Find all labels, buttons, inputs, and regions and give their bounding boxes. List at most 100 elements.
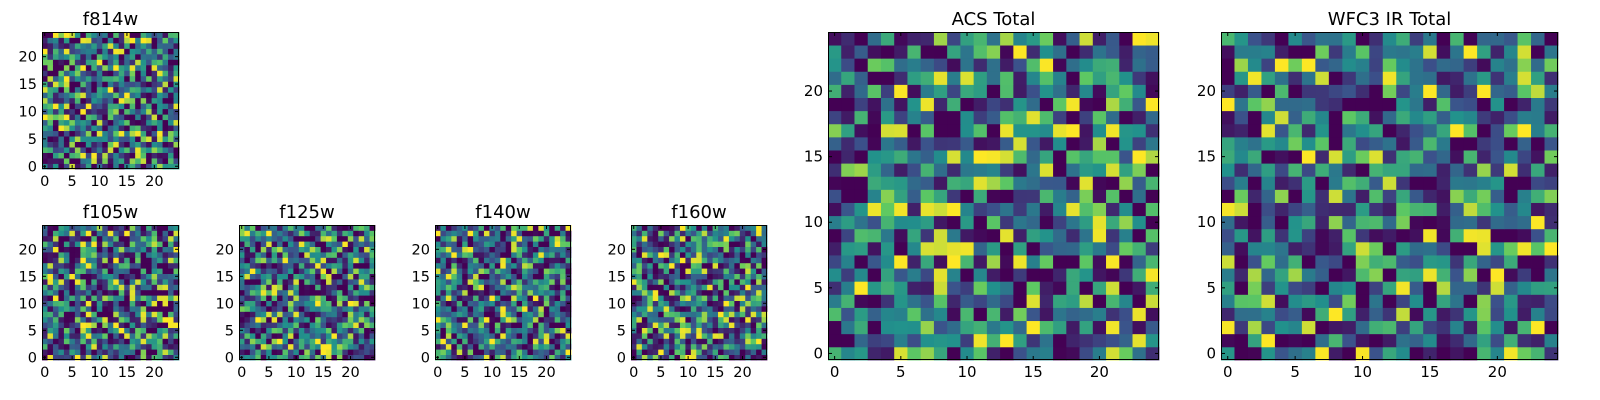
heatmap-cell xyxy=(140,130,147,137)
heatmap-cell xyxy=(986,84,1001,98)
heatmap-cell xyxy=(647,230,654,237)
heatmap-cell xyxy=(146,108,152,115)
heatmap-cell xyxy=(554,327,561,334)
heatmap-cell xyxy=(1531,320,1545,335)
heatmap-cell xyxy=(1423,215,1438,230)
heatmap-cell xyxy=(260,327,267,334)
heatmap-cell xyxy=(69,268,76,274)
heatmap-cell xyxy=(1504,84,1518,98)
heatmap-cell xyxy=(118,141,125,148)
heatmap-cell xyxy=(129,230,136,237)
heatmap-cell xyxy=(527,279,534,285)
heatmap-cell xyxy=(685,262,692,269)
heatmap-cell xyxy=(309,300,316,307)
heatmap-cell xyxy=(696,225,703,231)
heatmap-cell xyxy=(707,295,713,301)
heatmap-cell xyxy=(369,225,376,231)
heatmap-cell xyxy=(146,241,152,247)
heatmap-cell xyxy=(135,97,142,104)
heatmap-cell xyxy=(1342,307,1357,322)
heatmap-cell xyxy=(146,130,152,137)
heatmap-cell xyxy=(685,241,692,247)
heatmap-cell xyxy=(473,311,479,318)
heatmap-cell xyxy=(113,349,120,355)
heatmap-cell xyxy=(1288,110,1303,125)
heatmap-cell xyxy=(451,262,458,269)
heatmap-cell xyxy=(1328,136,1343,151)
heatmap-cell xyxy=(277,316,283,323)
heatmap-cell xyxy=(1092,58,1107,72)
heatmap-cell xyxy=(511,327,517,334)
heatmap-cell xyxy=(74,338,81,345)
heatmap-cell xyxy=(674,252,681,258)
heatmap-cell xyxy=(1355,71,1370,85)
heatmap-cell xyxy=(1106,97,1120,112)
heatmap-cell xyxy=(867,320,882,335)
heatmap-cell xyxy=(511,268,517,274)
heatmap-cell xyxy=(1119,228,1133,243)
heatmap-cell xyxy=(960,123,975,138)
heatmap-cell xyxy=(701,225,708,231)
heatmap-cell xyxy=(331,273,338,280)
heatmap-cell xyxy=(690,246,697,253)
heatmap-cell xyxy=(451,354,458,361)
heatmap-cell xyxy=(543,316,550,323)
heatmap-cell xyxy=(756,246,762,253)
heatmap-cell xyxy=(1369,110,1384,125)
heatmap-cell xyxy=(151,108,158,115)
heatmap-cell xyxy=(1119,255,1133,269)
heatmap-cell xyxy=(560,246,566,253)
heatmap-cell xyxy=(554,257,561,264)
heatmap-cell xyxy=(336,279,343,285)
heatmap-cell xyxy=(456,235,463,242)
heatmap-cell xyxy=(1000,320,1014,335)
heatmap-cell xyxy=(1477,294,1491,308)
heatmap-cell xyxy=(113,86,120,93)
heatmap-cell xyxy=(565,262,572,269)
y-tick-label: 10 xyxy=(19,296,37,312)
heatmap-cell xyxy=(347,316,354,323)
heatmap-cell xyxy=(947,346,961,361)
heatmap-cell xyxy=(96,48,103,55)
heatmap-cell xyxy=(331,327,338,334)
heatmap-cell xyxy=(80,289,87,296)
heatmap-cell xyxy=(1328,320,1343,335)
heatmap-cell xyxy=(690,311,697,318)
heatmap-cell xyxy=(162,289,169,296)
heatmap-cell xyxy=(124,343,131,350)
heatmap-cell xyxy=(260,338,267,345)
heatmap-cell xyxy=(761,311,768,318)
heatmap-cell xyxy=(1328,176,1343,190)
heatmap-cell xyxy=(973,202,988,217)
heatmap-cell xyxy=(168,349,174,355)
heatmap-cell xyxy=(271,225,278,231)
heatmap-cell xyxy=(933,255,948,269)
heatmap-cell xyxy=(674,316,681,323)
heatmap-cell xyxy=(445,279,452,285)
heatmap-cell xyxy=(326,322,332,328)
heatmap-cell xyxy=(1079,189,1094,203)
heatmap-cell xyxy=(249,349,256,355)
heatmap-cell xyxy=(1477,307,1491,322)
heatmap-cell xyxy=(124,152,131,159)
heatmap-cell xyxy=(1342,268,1357,282)
heatmap-cell xyxy=(124,230,131,237)
heatmap-cell xyxy=(347,311,354,318)
heatmap-cell xyxy=(631,295,637,301)
heatmap-cell xyxy=(74,108,81,115)
heatmap-cell xyxy=(282,300,289,307)
heatmap-cell xyxy=(1490,294,1505,308)
heatmap-cell xyxy=(304,241,311,247)
heatmap-cell xyxy=(435,338,441,345)
heatmap-cell xyxy=(91,252,98,258)
heatmap-cell xyxy=(516,284,523,291)
heatmap-cell xyxy=(1423,163,1438,177)
heatmap-acs-total xyxy=(828,32,1160,361)
heatmap-cell xyxy=(1013,268,1027,282)
heatmap-cell xyxy=(151,75,158,82)
heatmap-cell xyxy=(1315,71,1330,85)
heatmap-cell xyxy=(641,230,648,237)
heatmap-cell xyxy=(1328,215,1343,230)
heatmap-cell xyxy=(102,147,109,153)
heatmap-cell xyxy=(42,322,48,328)
